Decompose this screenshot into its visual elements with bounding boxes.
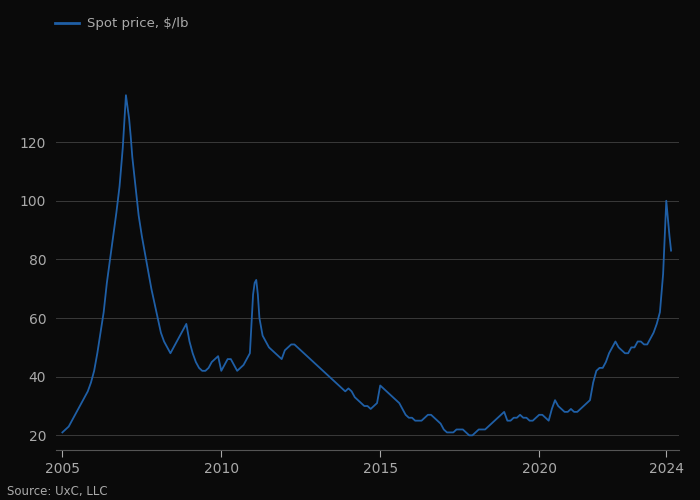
- Text: Source: UxC, LLC: Source: UxC, LLC: [7, 484, 108, 498]
- Legend: Spot price, $/lb: Spot price, $/lb: [50, 12, 194, 36]
